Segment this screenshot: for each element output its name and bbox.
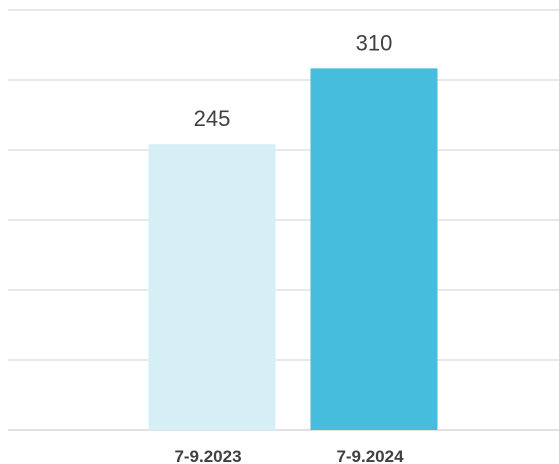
- data-label: 245: [194, 106, 231, 131]
- category-labels: 7-9.2023 7-9.2024: [174, 447, 404, 464]
- bar-7-9.2023: [148, 144, 276, 430]
- category-label: 7-9.2023: [174, 447, 241, 464]
- gridlines: [8, 9, 559, 431]
- data-label: 310: [356, 30, 393, 55]
- data-labels: 245 310: [194, 30, 393, 131]
- bars: [148, 68, 438, 430]
- bar-7-9.2024: [310, 68, 438, 430]
- category-label: 7-9.2024: [336, 447, 404, 464]
